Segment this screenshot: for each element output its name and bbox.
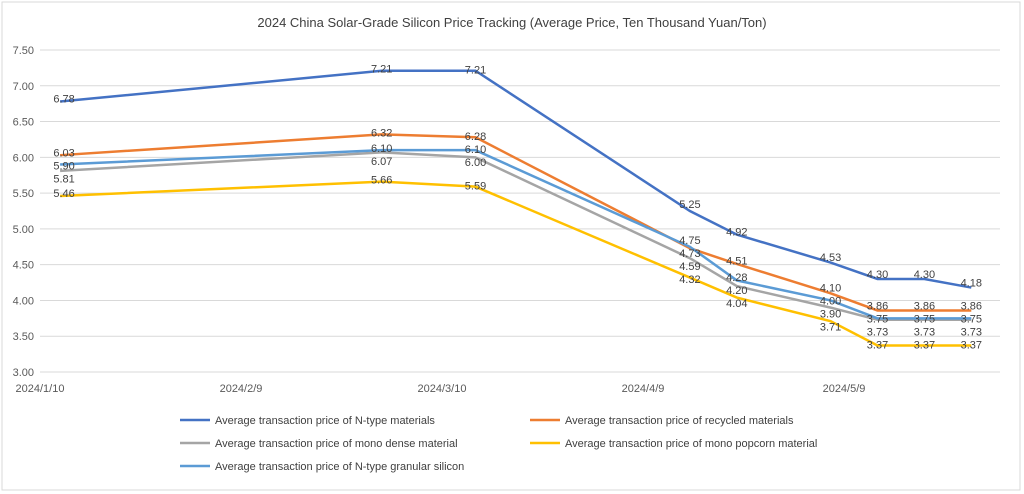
data-label: 5.66 <box>371 174 392 186</box>
data-label: 4.59 <box>679 261 700 273</box>
data-label: 3.73 <box>914 326 935 338</box>
y-tick-label: 7.50 <box>13 45 34 57</box>
x-tick-label: 2024/1/10 <box>16 383 65 395</box>
data-label: 6.78 <box>53 94 74 106</box>
grid: 3.00 3.50 4.00 4.50 5.00 5.50 6.00 6.50 7.00 7.50… <box>13 45 1000 395</box>
data-label: 6.28 <box>465 131 486 143</box>
data-label: 3.75 <box>914 313 935 325</box>
data-label: 3.73 <box>867 326 888 338</box>
legend-label: Average transaction price of mono popcor… <box>565 438 817 450</box>
data-label: 4.10 <box>820 283 841 295</box>
data-label: 7.21 <box>465 65 486 77</box>
data-labels: 6.786.035.905.815.467.216.326.106.075.66… <box>53 64 982 352</box>
legend-label: Average transaction price of recycled ma… <box>565 415 794 427</box>
y-tick-label: 4.00 <box>13 295 34 307</box>
data-label: 4.51 <box>726 256 747 268</box>
data-label: 4.30 <box>914 269 935 281</box>
x-tick-label: 2024/3/10 <box>418 383 467 395</box>
chart-title: 2024 China Solar-Grade Silicon Price Tra… <box>257 15 766 30</box>
data-label: 4.18 <box>961 277 982 289</box>
x-tick-label: 2024/4/9 <box>622 383 665 395</box>
data-label: 5.90 <box>53 160 74 172</box>
x-tick-label: 2024/5/9 <box>823 383 866 395</box>
data-label: 4.00 <box>820 296 841 308</box>
y-tick-label: 5.50 <box>13 188 34 200</box>
data-label: 5.46 <box>53 188 74 200</box>
series-line <box>60 133 972 312</box>
data-label: 6.00 <box>465 157 486 169</box>
data-label: 3.73 <box>961 326 982 338</box>
legend-label: Average transaction price of mono dense … <box>215 438 458 450</box>
y-tick-label: 4.50 <box>13 260 34 272</box>
series-line <box>60 180 972 347</box>
data-label: 4.20 <box>726 285 747 297</box>
data-label: 3.37 <box>961 339 982 351</box>
data-label: 3.86 <box>914 300 935 312</box>
series-line <box>59 69 972 289</box>
data-label: 4.28 <box>726 272 747 284</box>
data-label: 4.92 <box>726 226 747 238</box>
data-label: 6.07 <box>371 156 392 168</box>
x-tick-label: 2024/2/9 <box>220 383 263 395</box>
legend-label: Average transaction price of N-type mate… <box>215 415 435 427</box>
data-label: 4.53 <box>820 252 841 264</box>
y-tick-label: 3.50 <box>13 331 34 343</box>
y-tick-label: 3.00 <box>13 367 34 379</box>
y-tick-label: 6.00 <box>13 152 34 164</box>
data-label: 6.10 <box>371 143 392 155</box>
data-label: 6.10 <box>465 144 486 156</box>
data-label: 4.30 <box>867 269 888 281</box>
legend-label: Average transaction price of N-type gran… <box>215 461 464 473</box>
data-label: 5.59 <box>465 180 486 192</box>
data-label: 3.75 <box>961 313 982 325</box>
data-label: 7.21 <box>371 64 392 76</box>
data-label: 5.25 <box>679 199 700 211</box>
data-label: 4.04 <box>726 298 747 310</box>
data-label: 3.37 <box>914 339 935 351</box>
series-line <box>60 148 972 320</box>
data-label: 3.86 <box>867 300 888 312</box>
data-label: 5.81 <box>53 173 74 185</box>
y-tick-label: 5.00 <box>13 224 34 236</box>
data-label: 3.90 <box>820 309 841 321</box>
series-lines <box>59 69 972 347</box>
legend: Average transaction price of N-type mate… <box>180 415 817 473</box>
data-label: 6.03 <box>53 147 74 159</box>
data-label: 6.32 <box>371 127 392 139</box>
data-label: 4.32 <box>679 274 700 286</box>
data-label: 3.71 <box>820 322 841 334</box>
y-tick-label: 6.50 <box>13 117 34 129</box>
data-label: 3.75 <box>867 313 888 325</box>
y-tick-label: 7.00 <box>13 81 34 93</box>
data-label: 4.75 <box>679 235 700 247</box>
data-label: 4.73 <box>679 248 700 260</box>
data-label: 3.37 <box>867 339 888 351</box>
data-label: 3.86 <box>961 300 982 312</box>
series-line <box>60 151 972 322</box>
